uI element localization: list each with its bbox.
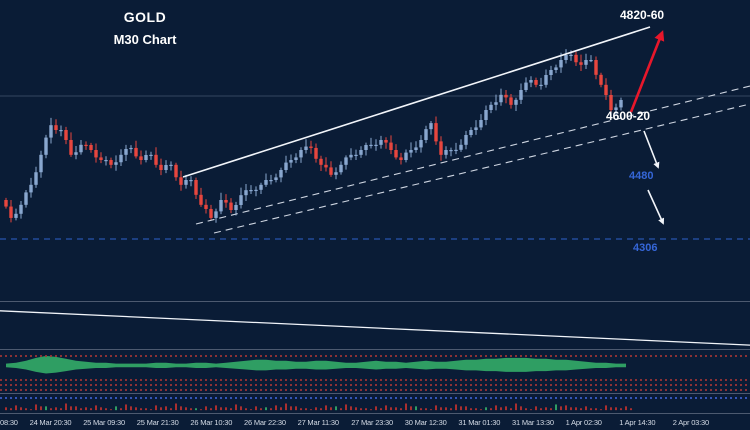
trend-indicator-canvas[interactable] <box>0 302 750 349</box>
level-4306-label: 4306 <box>633 242 658 254</box>
oscillator-canvas[interactable] <box>0 350 750 393</box>
time-axis-label: 31 Mar 13:30 <box>512 418 554 427</box>
time-axis-label: 26 Mar 22:30 <box>244 418 286 427</box>
chart-title: GOLD M30 Chart <box>83 9 207 47</box>
time-axis-label: 26 Mar 10:30 <box>190 418 233 427</box>
indicator-panel-ticks <box>0 393 750 413</box>
indicator-dot-row <box>0 397 750 399</box>
time-axis: 08:30 24 Mar 20:30 25 Mar 09:30 25 Mar 21:3… <box>0 413 750 430</box>
time-axis-label: 08:30 <box>0 418 18 427</box>
indicator-dotted-row <box>0 384 750 386</box>
timeframe-label: M30 Chart <box>113 32 177 47</box>
indicator-dotted-row <box>0 379 750 381</box>
main-price-panel: GOLD M30 Chart 4820-60 4600-20 4480 4306 <box>0 0 750 301</box>
indicator-dotted-row <box>0 355 750 357</box>
price-chart-canvas[interactable] <box>0 0 750 301</box>
time-axis-label: 1 Apr 14:30 <box>619 418 656 427</box>
time-axis-label: 30 Mar 12:30 <box>404 418 447 427</box>
level-4480-label: 4480 <box>629 170 654 182</box>
time-axis-label: 31 Mar 01:30 <box>458 418 501 427</box>
time-axis-label: 25 Mar 09:30 <box>83 418 125 427</box>
time-axis-label: 27 Mar 11:30 <box>297 418 339 427</box>
indicator-panel-trend <box>0 301 750 349</box>
time-axis-label: 27 Mar 23:30 <box>351 418 393 427</box>
upside-target-label: 4820-60 <box>620 8 665 22</box>
time-axis-label: 25 Mar 21:30 <box>136 418 179 427</box>
symbol-label: GOLD <box>123 9 167 25</box>
time-axis-label: 2 Apr 03:30 <box>672 418 709 427</box>
support-zone-label: 4600-20 <box>606 109 651 123</box>
ticks-canvas[interactable] <box>0 394 750 413</box>
indicator-panel-oscillator <box>0 349 750 393</box>
time-axis-label: 24 Mar 20:30 <box>29 418 72 427</box>
indicator-dotted-row <box>0 389 750 391</box>
time-axis-label: 1 Apr 02:30 <box>565 418 602 427</box>
